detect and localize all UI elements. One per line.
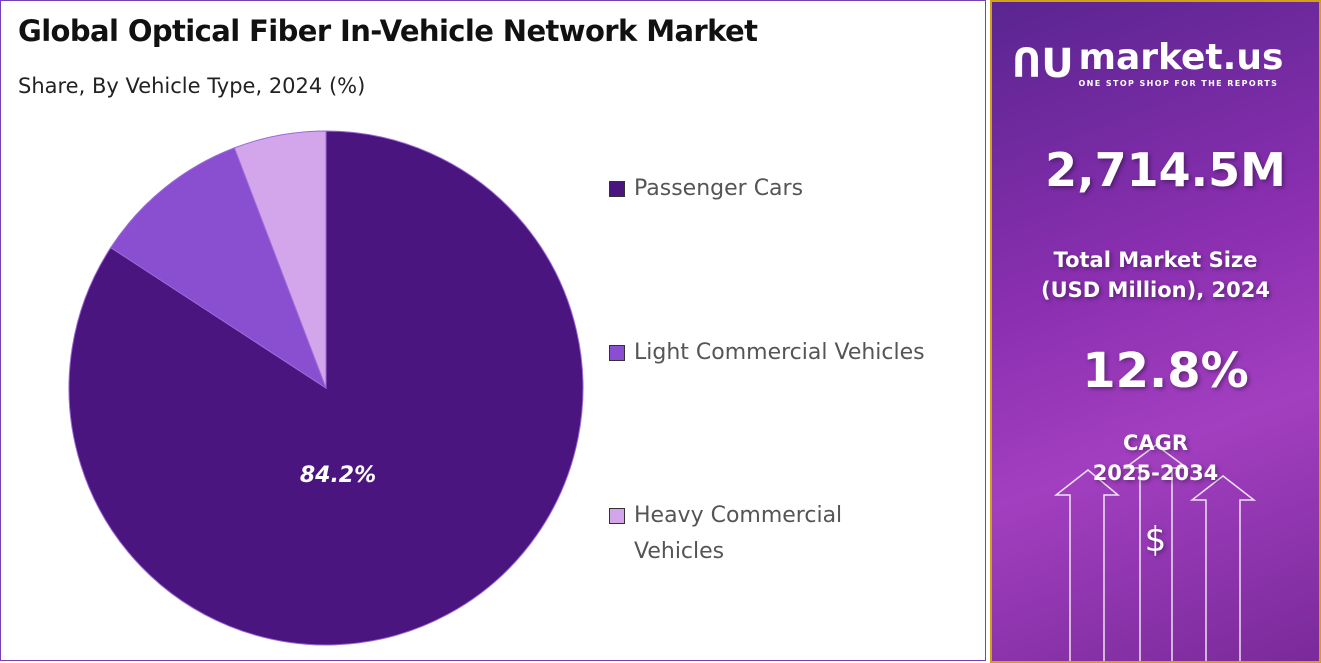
pie-slice-light-commercial-vehicles [110, 147, 328, 390]
legend-swatch [609, 508, 625, 524]
growth-arrows-icon [1053, 444, 1257, 661]
legend-swatch [609, 345, 625, 361]
market-size-value: 2,714.5M [1045, 143, 1286, 197]
legend-item-passenger-cars: Passenger Cars [609, 171, 803, 207]
market-size-label-2: (USD Million), 2024 [1041, 278, 1270, 302]
pie-slice-passenger-cars [68, 130, 584, 646]
legend-label: Heavy Commercial Vehicles [634, 503, 843, 564]
chart-title: Global Optical Fiber In-Vehicle Network … [18, 14, 758, 48]
market-size-label: Total Market Size [1053, 248, 1258, 272]
legend-label: Light Commercial Vehicles [634, 340, 925, 365]
chart-panel: Global Optical Fiber In-Vehicle Network … [0, 0, 986, 661]
chart-subtitle: Share, By Vehicle Type, 2024 (%) [18, 74, 366, 98]
legend-item-lcv: Light Commercial Vehicles [609, 335, 925, 371]
legend-label: Passenger Cars [634, 176, 804, 201]
cagr-period: 2025-2034 [1092, 461, 1219, 485]
logo-mark-icon: ՈՍ [1012, 41, 1071, 87]
dollar-icon: $ [1144, 520, 1167, 560]
pie-slice-heavy-commercial-vehicles [233, 130, 327, 389]
summary-panel: ՈՍ market.us ONE STOP SHOP FOR THE REPOR… [990, 0, 1321, 663]
cagr-value: 12.8% [1082, 343, 1249, 399]
legend-item-hcv: Heavy Commercial Vehicles [609, 498, 909, 570]
pie-chart: 84.2% [68, 130, 584, 646]
market-us-logo: ՈՍ market.us ONE STOP SHOP FOR THE REPOR… [1012, 37, 1284, 89]
legend-swatch [609, 181, 625, 197]
cagr-label: CAGR [1122, 431, 1189, 455]
data-label: 84.2% [300, 463, 376, 488]
